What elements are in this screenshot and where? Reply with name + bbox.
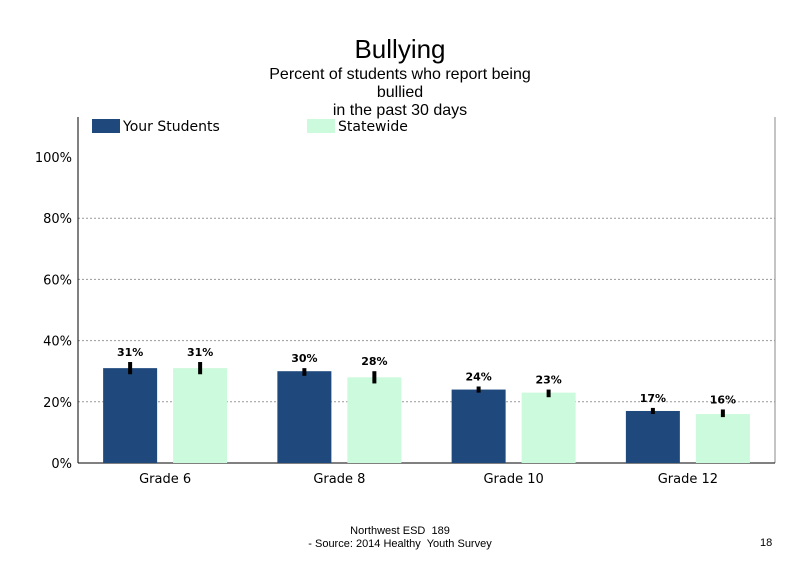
y-tick-label: 60% [43,273,72,288]
x-tick-label: Grade 8 [313,472,365,487]
bar [347,377,402,463]
data-label: 23% [535,374,561,387]
footer-org: Northwest ESD 189 [350,525,450,537]
y-tick-label: 0% [51,457,72,472]
data-label: 24% [465,371,491,384]
y-tick-label: 40% [43,335,72,350]
data-label: 17% [640,392,666,405]
chart-title: Bullying [354,34,446,64]
y-tick-label: 100% [35,151,72,166]
y-tick-label: 80% [43,212,72,227]
x-tick-label: Grade 10 [483,472,543,487]
data-label: 16% [710,393,736,406]
data-label: 28% [361,355,387,368]
x-tick-label: Grade 6 [139,472,191,487]
footer: Northwest ESD 189 - Source: 2014 Healthy… [0,525,800,551]
bar [451,389,506,463]
bar [625,410,680,463]
bar [277,371,332,463]
chart-subtitle: Percent of students who report being bul… [269,66,531,119]
legend-swatch [92,119,120,133]
bar [173,368,228,463]
y-tick-label: 20% [43,396,72,411]
bar [521,392,576,463]
bar [695,414,750,463]
legend-label: Statewide [338,119,408,135]
data-label: 31% [187,346,213,359]
page-number: 18 [760,537,773,549]
x-tick-label: Grade 12 [658,472,718,487]
data-label: 31% [117,346,143,359]
data-label: 30% [291,352,317,365]
legend-label: Your Students [122,119,220,135]
footer-source: - Source: 2014 Healthy Youth Survey [308,538,492,550]
legend-swatch [307,119,335,133]
bar [103,368,158,463]
